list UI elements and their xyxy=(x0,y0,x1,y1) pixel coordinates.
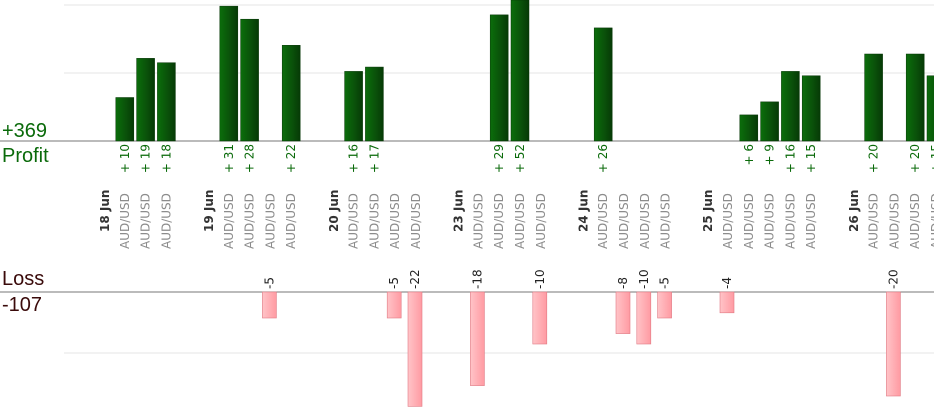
category-label: AUD/USD xyxy=(534,193,548,249)
profit-value-label: + 9 xyxy=(763,144,777,166)
profit-bar xyxy=(136,58,155,142)
category-label: AUD/USD xyxy=(492,193,506,249)
profit-value-label: + 31 xyxy=(222,144,236,173)
category-label: AUD/USD xyxy=(763,193,777,249)
loss-value-label: -20 xyxy=(886,269,900,289)
profit-value-label: + 22 xyxy=(284,144,298,173)
category-label: AUD/USD xyxy=(513,193,527,249)
profit-bar xyxy=(365,66,384,142)
date-label: 19 Jun xyxy=(202,190,216,232)
category-label: AUD/USD xyxy=(867,193,881,249)
category-label: AUD/USD xyxy=(222,193,236,249)
date-label: 26 Jun xyxy=(847,190,861,232)
date-label: 25 Jun xyxy=(701,190,715,232)
category-label: AUD/USD xyxy=(367,193,381,249)
category-label: AUD/USD xyxy=(596,193,610,249)
category-label: AUD/USD xyxy=(638,193,652,249)
loss-value-label: -5 xyxy=(658,277,672,289)
loss-value-label: -8 xyxy=(616,277,630,289)
loss-value-label: -5 xyxy=(387,277,401,289)
loss-value-label: -4 xyxy=(720,277,734,289)
profit-value-label: + 52 xyxy=(513,144,527,173)
grid-lines xyxy=(0,4,934,354)
profit-bar xyxy=(510,0,530,142)
category-label: AUD/USD xyxy=(617,193,631,249)
profit-value-label: + 18 xyxy=(159,144,173,173)
category-label: AUD/USD xyxy=(284,193,298,249)
category-label: AUD/USD xyxy=(139,193,153,249)
profit-value-label: + 6 xyxy=(742,144,756,166)
loss-total: -107 xyxy=(2,294,43,316)
loss-value-label: -22 xyxy=(408,269,422,289)
loss-bar xyxy=(657,291,672,319)
loss-bar xyxy=(636,291,652,345)
category-label: AUD/USD xyxy=(721,193,735,249)
date-label: 18 Jun xyxy=(98,190,112,232)
profit-value-label: + 17 xyxy=(367,144,381,173)
loss-bar xyxy=(407,291,423,407)
profit-bar xyxy=(905,53,925,142)
profit-value-label: + 10 xyxy=(118,144,132,173)
bars xyxy=(115,0,934,407)
date-label: 20 Jun xyxy=(327,190,341,232)
category-label: AUD/USD xyxy=(742,193,756,249)
category-label: AUD/USD xyxy=(388,193,402,249)
loss-bar xyxy=(886,291,901,397)
loss-value-label: -10 xyxy=(637,269,651,289)
profit-value-label: + 16 xyxy=(783,144,797,173)
profit-value-label: + 19 xyxy=(139,144,153,173)
profit-bar xyxy=(739,114,759,142)
loss-bar xyxy=(262,291,277,319)
labels: 18 Jun AUD/USD + 10 AUD/USD + 19 AUD/USD + 18 1… xyxy=(98,144,934,289)
profit-value-label: + 15 xyxy=(929,144,934,173)
profit-bar xyxy=(240,18,259,142)
loss-bar xyxy=(386,291,402,319)
profit-bar xyxy=(489,14,509,142)
category-label: AUD/USD xyxy=(929,193,934,249)
category-label: AUD/USD xyxy=(409,193,423,249)
loss-bar xyxy=(719,291,735,314)
profit-bar xyxy=(281,45,301,142)
profit-value-label: + 20 xyxy=(867,144,881,173)
profit-bar xyxy=(157,62,176,142)
profit-bar xyxy=(219,5,239,142)
profit-value-label: + 28 xyxy=(243,144,257,173)
profit-bar xyxy=(864,53,883,142)
category-label: AUD/USD xyxy=(159,193,173,249)
profit-bar xyxy=(115,97,135,142)
profit-bar xyxy=(781,71,800,142)
category-label: AUD/USD xyxy=(804,193,818,249)
category-label: AUD/USD xyxy=(887,193,901,249)
profit-value-label: + 29 xyxy=(492,144,506,173)
date-label: 24 Jun xyxy=(576,190,590,232)
loss-value-label: -5 xyxy=(262,277,276,289)
profit-value-label: + 26 xyxy=(596,144,610,173)
profit-value-label: + 15 xyxy=(804,144,818,173)
category-label: AUD/USD xyxy=(243,193,257,249)
profit-bar xyxy=(593,27,613,142)
profit-label: Profit xyxy=(2,145,49,167)
profit-value-label: + 16 xyxy=(347,144,361,173)
loss-bar xyxy=(615,291,631,334)
profit-total: +369 xyxy=(2,120,48,142)
category-label: AUD/USD xyxy=(783,193,797,249)
category-label: AUD/USD xyxy=(471,193,485,249)
loss-bar xyxy=(470,291,485,386)
category-label: AUD/USD xyxy=(263,193,277,249)
loss-value-label: -10 xyxy=(533,269,547,289)
profit-bar xyxy=(801,75,821,142)
profit-bar xyxy=(344,71,363,142)
category-label: AUD/USD xyxy=(908,193,922,249)
category-label: AUD/USD xyxy=(659,193,673,249)
loss-value-label: -18 xyxy=(470,269,484,289)
profit-bar xyxy=(760,101,779,142)
date-label: 23 Jun xyxy=(452,190,466,232)
category-label: AUD/USD xyxy=(118,193,132,249)
loss-bar xyxy=(532,291,548,345)
profit-bar xyxy=(926,75,934,142)
profit-value-label: + 20 xyxy=(908,144,922,173)
category-label: AUD/USD xyxy=(347,193,361,249)
loss-label: Loss xyxy=(2,268,45,290)
